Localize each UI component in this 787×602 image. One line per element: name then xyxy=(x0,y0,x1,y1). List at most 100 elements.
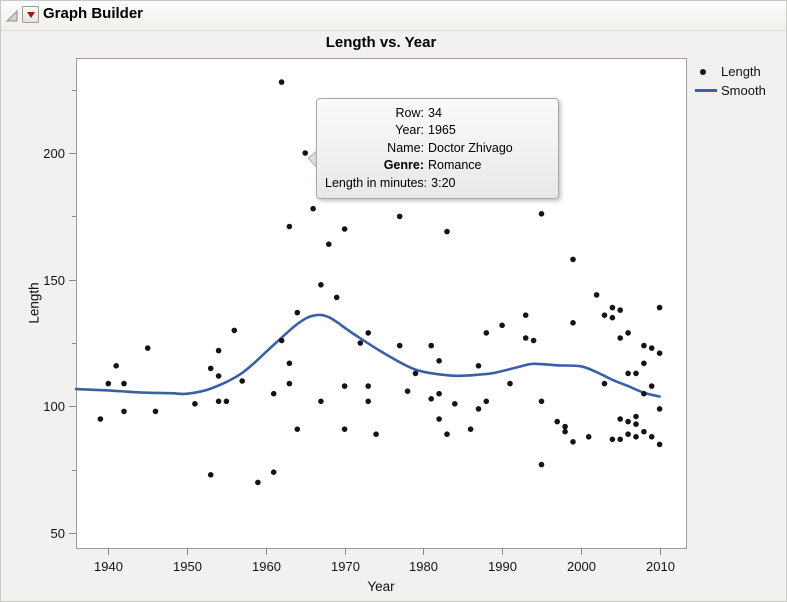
data-point[interactable] xyxy=(105,380,112,387)
legend-item-smooth[interactable]: Smooth xyxy=(695,81,766,100)
data-point[interactable] xyxy=(215,347,222,354)
data-point[interactable] xyxy=(648,345,655,351)
data-point[interactable] xyxy=(144,345,151,351)
data-point[interactable] xyxy=(570,320,576,326)
data-point[interactable] xyxy=(270,469,277,476)
data-point[interactable] xyxy=(656,304,663,311)
data-point[interactable] xyxy=(365,330,372,336)
data-point[interactable] xyxy=(625,431,631,438)
data-point[interactable] xyxy=(278,79,285,85)
legend-item-length[interactable]: Length xyxy=(695,62,766,81)
data-point[interactable] xyxy=(585,434,592,440)
data-point[interactable] xyxy=(270,390,277,397)
data-point[interactable] xyxy=(255,479,261,486)
data-point[interactable] xyxy=(207,365,214,372)
data-point[interactable] xyxy=(475,363,482,369)
data-point[interactable] xyxy=(207,472,214,478)
data-point[interactable] xyxy=(522,335,529,341)
data-point[interactable] xyxy=(562,428,568,435)
data-point[interactable] xyxy=(231,327,238,334)
data-point[interactable] xyxy=(570,256,576,263)
data-point[interactable] xyxy=(625,370,631,377)
data-point[interactable] xyxy=(633,434,639,440)
data-point[interactable] xyxy=(499,322,505,329)
data-point[interactable] xyxy=(601,380,608,387)
data-point[interactable] xyxy=(286,360,293,367)
data-point[interactable] xyxy=(215,373,222,379)
data-point[interactable] xyxy=(404,388,411,395)
data-point[interactable] xyxy=(554,418,560,425)
data-point[interactable] xyxy=(625,418,631,425)
data-point[interactable] xyxy=(436,358,442,364)
data-point[interactable] xyxy=(617,307,623,313)
data-point[interactable] xyxy=(452,401,458,407)
data-point[interactable] xyxy=(633,421,639,427)
data-point[interactable] xyxy=(436,416,442,422)
data-point[interactable] xyxy=(444,431,450,438)
data-point[interactable] xyxy=(475,406,482,412)
data-point[interactable] xyxy=(609,436,616,443)
data-point[interactable] xyxy=(341,383,348,389)
data-point[interactable] xyxy=(641,428,647,435)
data-point[interactable] xyxy=(412,370,419,377)
data-point[interactable] xyxy=(310,205,316,212)
data-point[interactable] xyxy=(318,398,324,405)
data-point[interactable] xyxy=(538,461,545,468)
data-point[interactable] xyxy=(436,390,442,397)
data-point[interactable] xyxy=(444,228,450,235)
red-triangle-menu-button[interactable] xyxy=(22,6,39,23)
data-point[interactable] xyxy=(648,434,655,440)
data-point[interactable] xyxy=(239,378,245,384)
data-point[interactable] xyxy=(522,312,529,319)
data-point[interactable] xyxy=(609,314,616,321)
smooth-line[interactable] xyxy=(74,313,661,398)
data-point[interactable] xyxy=(396,213,403,220)
data-point[interactable] xyxy=(192,401,198,407)
data-point[interactable] xyxy=(333,294,340,301)
data-point[interactable] xyxy=(538,398,545,405)
data-point[interactable] xyxy=(617,335,623,341)
data-point[interactable] xyxy=(641,390,647,397)
data-point[interactable] xyxy=(656,441,663,448)
data-point[interactable] xyxy=(365,398,372,405)
data-point[interactable] xyxy=(483,330,490,336)
data-point[interactable] xyxy=(625,330,631,336)
data-point[interactable] xyxy=(121,380,127,387)
data-point[interactable] xyxy=(294,309,301,316)
data-point[interactable] xyxy=(396,342,403,349)
data-point[interactable] xyxy=(617,416,623,422)
data-point[interactable] xyxy=(601,312,608,319)
data-point[interactable] xyxy=(278,337,285,344)
data-point[interactable] xyxy=(318,282,324,288)
data-point[interactable] xyxy=(609,304,616,311)
data-point[interactable] xyxy=(467,426,474,433)
data-point[interactable] xyxy=(648,383,655,389)
data-point[interactable] xyxy=(121,408,127,415)
data-point[interactable] xyxy=(152,408,159,415)
data-point[interactable] xyxy=(223,398,230,405)
data-point[interactable] xyxy=(341,426,348,433)
data-point[interactable] xyxy=(302,150,309,156)
data-point[interactable] xyxy=(428,342,435,349)
data-point[interactable] xyxy=(538,211,545,217)
data-point[interactable] xyxy=(341,226,348,232)
data-point[interactable] xyxy=(617,436,623,443)
data-point[interactable] xyxy=(286,380,293,387)
data-point[interactable] xyxy=(507,380,513,387)
data-point[interactable] xyxy=(530,337,537,344)
data-point[interactable] xyxy=(373,431,379,438)
data-point[interactable] xyxy=(357,340,364,346)
data-point[interactable] xyxy=(97,416,104,422)
data-point[interactable] xyxy=(641,360,647,367)
data-point[interactable] xyxy=(656,406,663,412)
disclosure-triangle-icon[interactable] xyxy=(5,9,19,23)
data-point[interactable] xyxy=(215,398,222,405)
data-point[interactable] xyxy=(326,241,332,247)
data-point[interactable] xyxy=(483,398,490,405)
data-point[interactable] xyxy=(593,292,600,298)
data-point[interactable] xyxy=(633,370,639,377)
data-point[interactable] xyxy=(294,426,301,433)
data-point[interactable] xyxy=(562,423,568,430)
data-point[interactable] xyxy=(656,350,663,357)
